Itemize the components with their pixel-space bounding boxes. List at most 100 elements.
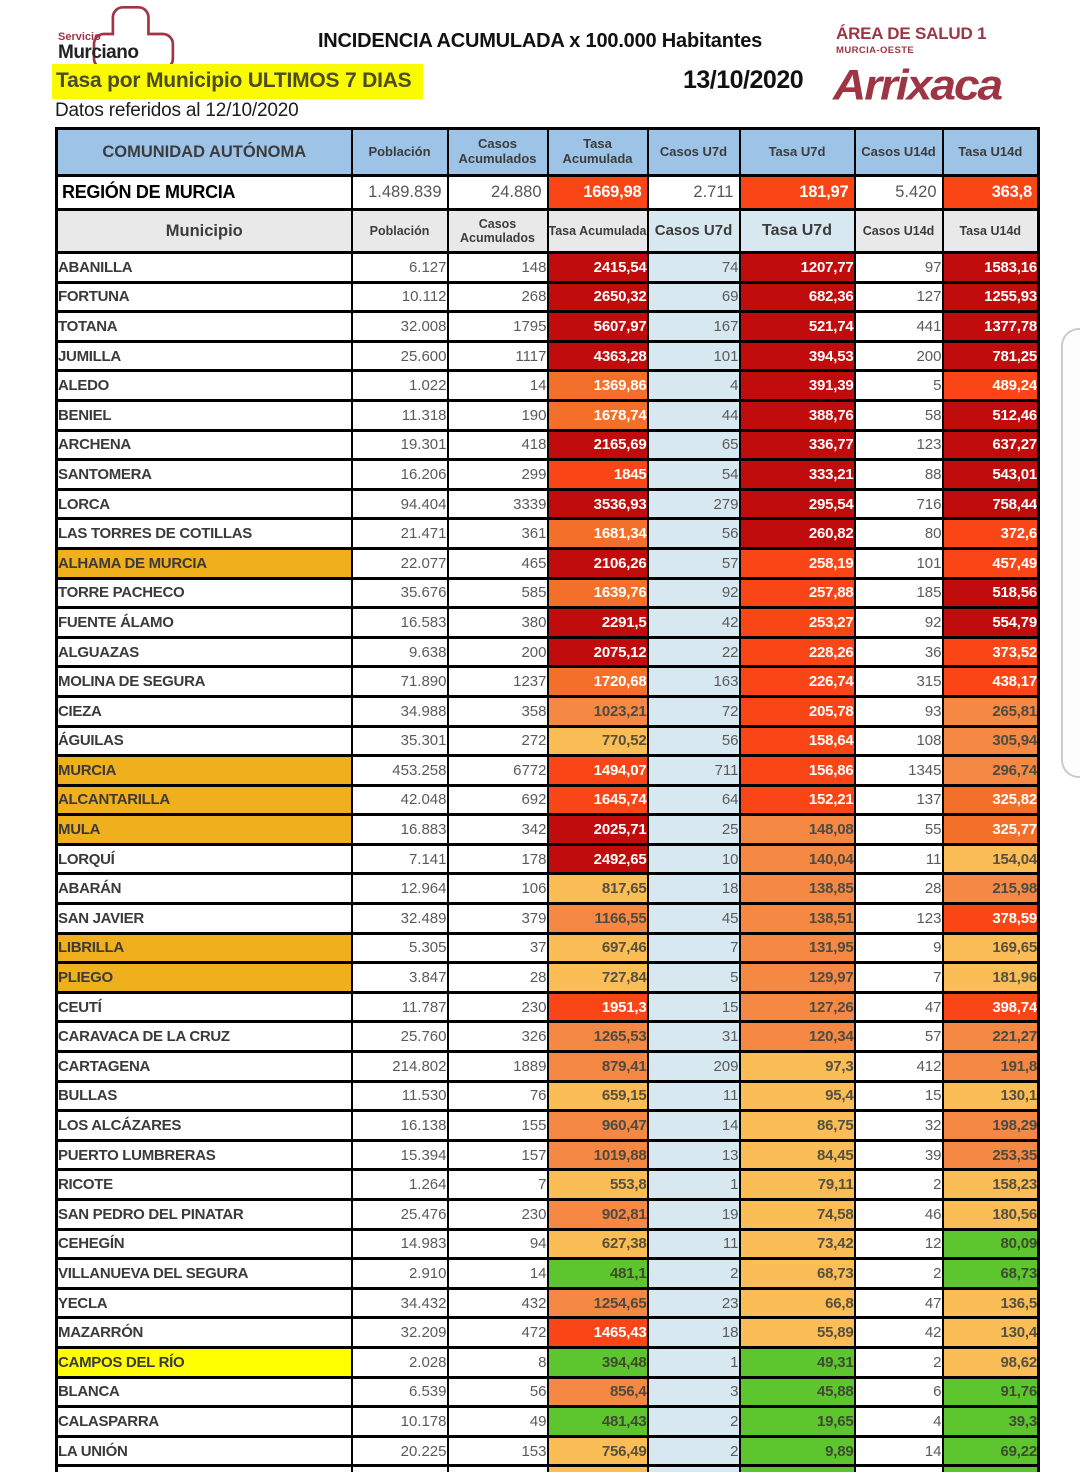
tasa-u7d-cell: 45,88 [738,1375,856,1408]
tasa-acumulada-cell: 481,43 [546,1405,649,1438]
casos-u14d-cell: 11 [853,842,944,875]
casos-u14d-cell: 58 [853,398,944,432]
region-poblacion-cell: 1.489.839 [350,174,449,211]
table-row: RICOTE 1.264 7 553,8 1 79,11 2 158,23 [55,1168,1040,1201]
casos-u14d-cell: 46 [853,1198,944,1231]
municipality-name-cell: ALEDO [55,369,353,402]
poblacion-cell: 1.264 [350,1168,449,1201]
municipality-name-cell: TORRE PACHECO [55,576,353,609]
casos-acumulados-cell: 155 [446,1109,549,1142]
municipality-name-cell: SAN PEDRO DEL PINATAR [55,1198,353,1231]
tasa-u7d-cell: 66,8 [738,1286,856,1319]
tasa-u14d-cell: 68,73 [941,1257,1040,1290]
poblacion-cell: 22.077 [350,546,449,580]
table-row: ALHAMA DE MURCIA 22.077 465 2106,26 57 258,19… [55,546,1040,580]
tasa-u14d-cell: 130,1 [941,1079,1040,1112]
municipality-name-cell: CEUTÍ [55,990,353,1023]
tasa-u14d-cell: 98,62 [941,1345,1040,1379]
casos-u7d-cell: 2 [646,1257,741,1290]
tasa-acumulada-cell: 770,52 [546,724,649,757]
casos-acumulados-cell: 1117 [446,339,549,372]
tasa-u14d-cell: 378,59 [941,902,1040,935]
tasa-acumulada-cell: 902,81 [546,1198,649,1231]
tasa-u7d-cell: 148,08 [738,813,856,846]
table-row: ALCANTARILLA 42.048 692 1645,74 64 152,21 137 3… [55,783,1040,816]
tasa-u7d-cell: 68,73 [738,1257,856,1290]
casos-u7d-cell: 711 [646,754,741,787]
table-row: ÁGUILAS 35.301 272 770,52 56 158,64 108 305,94 [55,724,1040,757]
casos-acumulados-cell: 472 [446,1316,549,1349]
casos-u14d-cell: 2 [853,1345,944,1379]
casos-u14d-cell: 5 [853,369,944,402]
casos-u14d-cell: 88 [853,458,944,491]
casos-u7d-cell: 10 [646,842,741,875]
casos-u14d-cell: 6 [853,1375,944,1408]
tasa-u14d-cell: 543,01 [941,458,1040,491]
tasa-u14d-cell: 296,74 [941,754,1040,787]
casos-u14d-cell: 93 [853,694,944,727]
tasa-u7d-cell: 140,04 [738,842,856,875]
poblacion-cell: 71.890 [350,665,449,698]
tasa-acumulada-cell: 553,8 [546,1168,649,1201]
casos-acumulados-cell: 200 [446,635,549,668]
casos-u14d-cell: 4 [853,1405,944,1438]
tasa-u14d-cell: 39,3 [941,1405,1040,1438]
tasa-u14d-cell: 1255,93 [941,280,1040,313]
municipality-name-cell: CAMPOS DEL RÍO [55,1345,353,1379]
casos-acumulados-cell: 692 [446,783,549,816]
tasa-u14d-cell: 265,81 [941,694,1040,727]
col-header-casos-u7d: Casos U7d [646,127,741,177]
tasa-u14d-cell: 398,74 [941,990,1040,1023]
casos-u7d-cell: 18 [646,872,741,905]
tasa-acumulada-cell: 1951,3 [546,990,649,1023]
tasa-acumulada-cell: 1369,86 [546,369,649,402]
casos-acumulados-cell: 153 [446,1434,549,1467]
casos-u7d-cell: 5 [646,961,741,994]
col-header-comunidad: COMUNIDAD AUTÓNOMA [55,127,353,177]
tasa-u14d-cell: 169,65 [941,931,1040,964]
tasa-u14d-cell: 180,56 [941,1198,1040,1231]
table-row: ABANILLA 6.127 148 2415,54 74 1207,77 97 1583,1… [55,251,1040,284]
casos-u7d-cell: 92 [646,576,741,609]
casos-u7d-cell: 19 [646,1198,741,1231]
municipality-name-cell: ALGUAZAS [55,635,353,668]
casos-u7d-cell: 11 [646,1227,741,1260]
edge-panel-handle[interactable] [1061,328,1080,778]
poblacion-cell: 21.471 [350,517,449,550]
tasa-acumulada-cell: 879,41 [546,1050,649,1083]
municipality-name-cell: MULA [55,813,353,846]
poblacion-cell: 11.787 [350,990,449,1023]
tasa-acumulada-cell: 856,4 [546,1375,649,1408]
tasa-u7d-cell: 295,54 [738,487,856,520]
tasa-u14d-cell: 1377,78 [941,310,1040,343]
incidence-table: COMUNIDAD AUTÓNOMA Población Casos Acumu… [55,127,1040,1472]
tasa-u14d-cell: 518,56 [941,576,1040,609]
poblacion-cell: 7.839 [350,1464,449,1472]
municipality-name-cell: PLIEGO [55,961,353,994]
tasa-u7d-cell: 336,77 [738,428,856,461]
poblacion-cell: 32.008 [350,310,449,343]
region-tasa-acumulada-cell: 1669,98 [546,174,649,211]
table-row: SAN PEDRO DEL PINATAR 25.476 230 902,81 19 74… [55,1198,1040,1231]
poblacion-cell: 11.530 [350,1079,449,1112]
tasa-u7d-cell: 228,26 [738,635,856,668]
tasa-u14d-cell: 372,6 [941,517,1040,550]
table-row: FUENTE ÁLAMO 16.583 380 2291,5 42 253,27 92 554… [55,606,1040,639]
tasa-acumulada-cell: 1720,68 [546,665,649,698]
tasa-u14d-cell: 438,17 [941,665,1040,698]
col-header-tasa-u7d-2: Tasa U7d [738,208,856,254]
casos-u7d-cell: 44 [646,398,741,432]
casos-acumulados-cell: 178 [446,842,549,875]
tasa-acumulada-cell: 1639,76 [546,576,649,609]
tasa-u14d-cell: 154,04 [941,842,1040,875]
casos-acumulados-cell: 299 [446,458,549,491]
col-header-tasa-u14d: Tasa U14d [941,127,1040,177]
tasa-u7d-cell: 260,82 [738,517,856,550]
municipality-name-cell: SANTOMERA [55,458,353,491]
municipality-name-cell: LAS TORRES DE COTILLAS [55,517,353,550]
tasa-acumulada-cell: 2106,26 [546,546,649,580]
tasa-acumulada-cell: 727,84 [546,961,649,994]
casos-u14d-cell: 14 [853,1434,944,1467]
table-row: YECLA 34.432 432 1254,65 23 66,8 47 136,5 [55,1286,1040,1319]
tasa-u7d-cell: 9,89 [738,1434,856,1467]
